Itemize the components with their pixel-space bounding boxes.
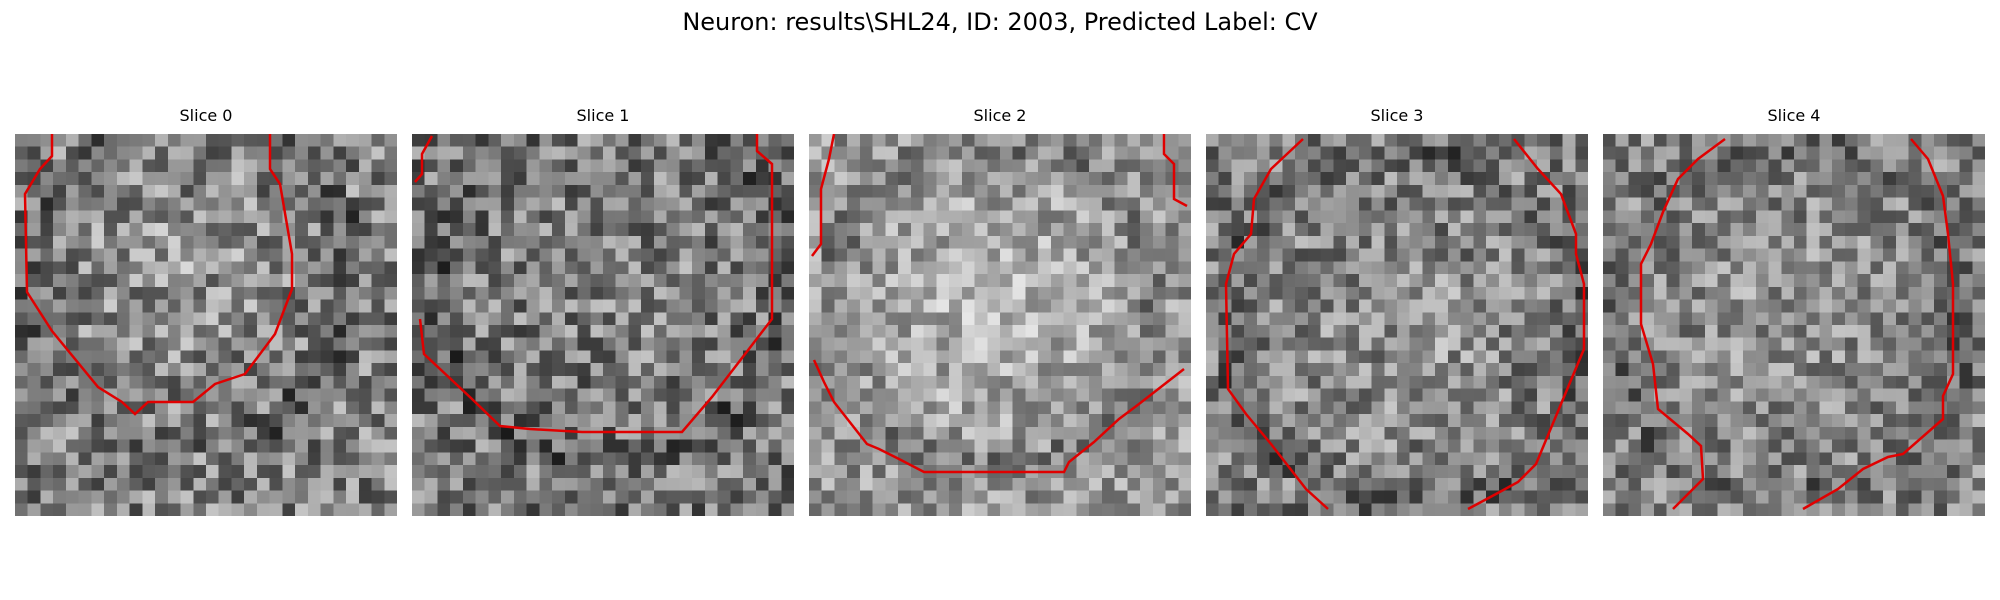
slice-title: Slice 3: [1206, 106, 1588, 134]
slice-image: [412, 134, 794, 516]
slice-title: Slice 4: [1603, 106, 1985, 134]
contour-overlay: [809, 134, 1191, 516]
slice-image: [809, 134, 1191, 516]
slice-title: Slice 0: [15, 106, 397, 134]
slice-panel-0: Slice 0: [15, 106, 397, 516]
contour-line: [415, 136, 432, 182]
figure-title: Neuron: results\SHL24, ID: 2003, Predict…: [0, 6, 2000, 38]
contour-overlay: [15, 134, 397, 516]
contour-line: [1226, 139, 1328, 509]
contour-line: [1164, 134, 1187, 206]
slice-panel-1: Slice 1: [412, 106, 794, 516]
slice-image: [1206, 134, 1588, 516]
contour-line: [420, 134, 772, 432]
slice-image: [15, 134, 397, 516]
contour-overlay: [1206, 134, 1588, 516]
contour-line: [814, 360, 1184, 472]
contour-line: [1641, 139, 1725, 509]
contour-line: [1803, 139, 1953, 509]
slice-image: [1603, 134, 1985, 516]
slice-title: Slice 2: [809, 106, 1191, 134]
contour-line: [1468, 139, 1584, 509]
contour-overlay: [1603, 134, 1985, 516]
slice-panel-4: Slice 4: [1603, 106, 1985, 516]
contour-line: [25, 134, 292, 414]
contour-line: [812, 134, 834, 256]
slice-panel-2: Slice 2: [809, 106, 1191, 516]
slice-panel-3: Slice 3: [1206, 106, 1588, 516]
contour-overlay: [412, 134, 794, 516]
slice-title: Slice 1: [412, 106, 794, 134]
